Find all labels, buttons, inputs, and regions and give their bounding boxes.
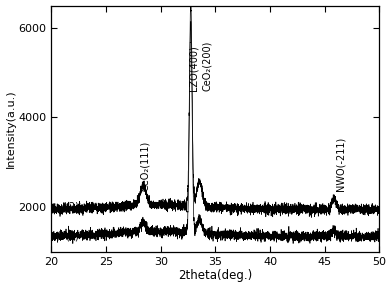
Text: CeO₂(111): CeO₂(111) bbox=[140, 141, 150, 191]
Text: (2): (2) bbox=[65, 201, 80, 211]
X-axis label: 2theta(deg.): 2theta(deg.) bbox=[178, 270, 252, 283]
Text: LZO(400): LZO(400) bbox=[188, 45, 198, 91]
Text: CeO₂(200): CeO₂(200) bbox=[202, 40, 212, 91]
Text: (1): (1) bbox=[65, 231, 79, 241]
Text: NWO(-211): NWO(-211) bbox=[336, 137, 346, 191]
Y-axis label: Intensity(a.u.): Intensity(a.u.) bbox=[5, 89, 16, 168]
